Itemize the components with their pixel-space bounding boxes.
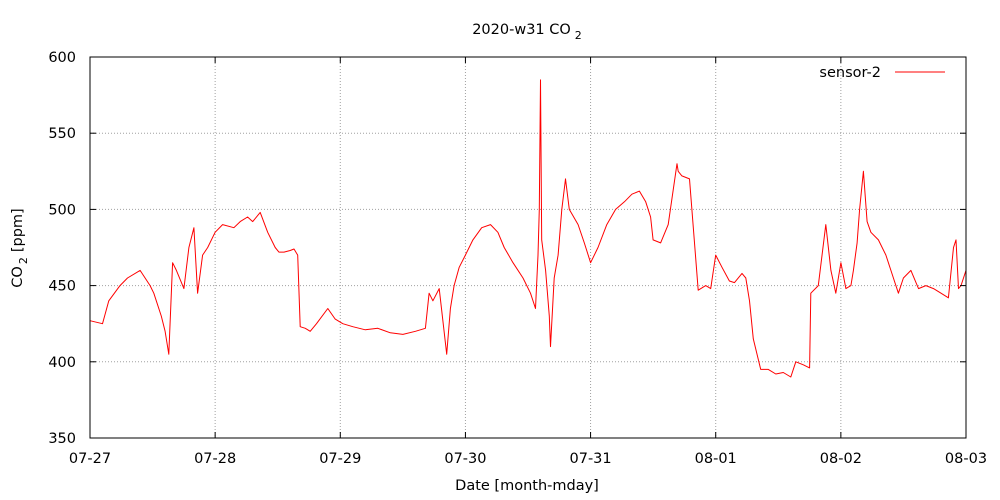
y-tick-label: 450 — [48, 279, 76, 295]
series-line-sensor-2 — [89, 79, 967, 378]
chart-title: 2020-w31 CO 2 — [472, 22, 582, 42]
x-tick-label: 08-03 — [945, 451, 987, 467]
y-tick-label: 400 — [48, 355, 76, 371]
y-tick-labels: 350 400 450 500 550 600 — [48, 50, 76, 447]
x-axis-label: Date [month-mday] — [455, 478, 599, 494]
x-tick-label: 08-01 — [695, 451, 737, 467]
legend-label-sensor-2: sensor-2 — [819, 65, 881, 81]
y-tick-label: 600 — [48, 50, 76, 66]
y-tick-label: 500 — [48, 202, 76, 218]
legend: sensor-2 — [819, 65, 945, 81]
y-tick-label: 350 — [48, 431, 76, 447]
x-tick-label: 07-30 — [444, 451, 486, 467]
x-tick-label: 07-28 — [194, 451, 236, 467]
y-axis-label: CO 2 [ppm] — [10, 208, 30, 287]
series-layer — [89, 79, 967, 378]
y-axis-label-unit: [ppm] — [10, 208, 26, 252]
plot-frame — [89, 56, 967, 439]
x-tick-labels: 07-27 07-28 07-29 07-30 07-31 08-01 08-02 08-03 — [69, 451, 987, 467]
y-tick-label: 550 — [48, 126, 76, 142]
axis-ticks — [89, 56, 967, 439]
x-tick-label: 07-29 — [319, 451, 361, 467]
chart-title-sub: 2 — [575, 29, 582, 42]
grid-lines — [90, 57, 966, 438]
x-tick-label: 08-02 — [820, 451, 862, 467]
x-tick-label: 07-31 — [570, 451, 612, 467]
y-axis-label-sub: 2 — [17, 257, 30, 264]
y-axis-label-main: CO — [10, 266, 26, 288]
x-tick-label: 07-27 — [69, 451, 111, 467]
chart-title-main: 2020-w31 CO — [472, 22, 571, 38]
